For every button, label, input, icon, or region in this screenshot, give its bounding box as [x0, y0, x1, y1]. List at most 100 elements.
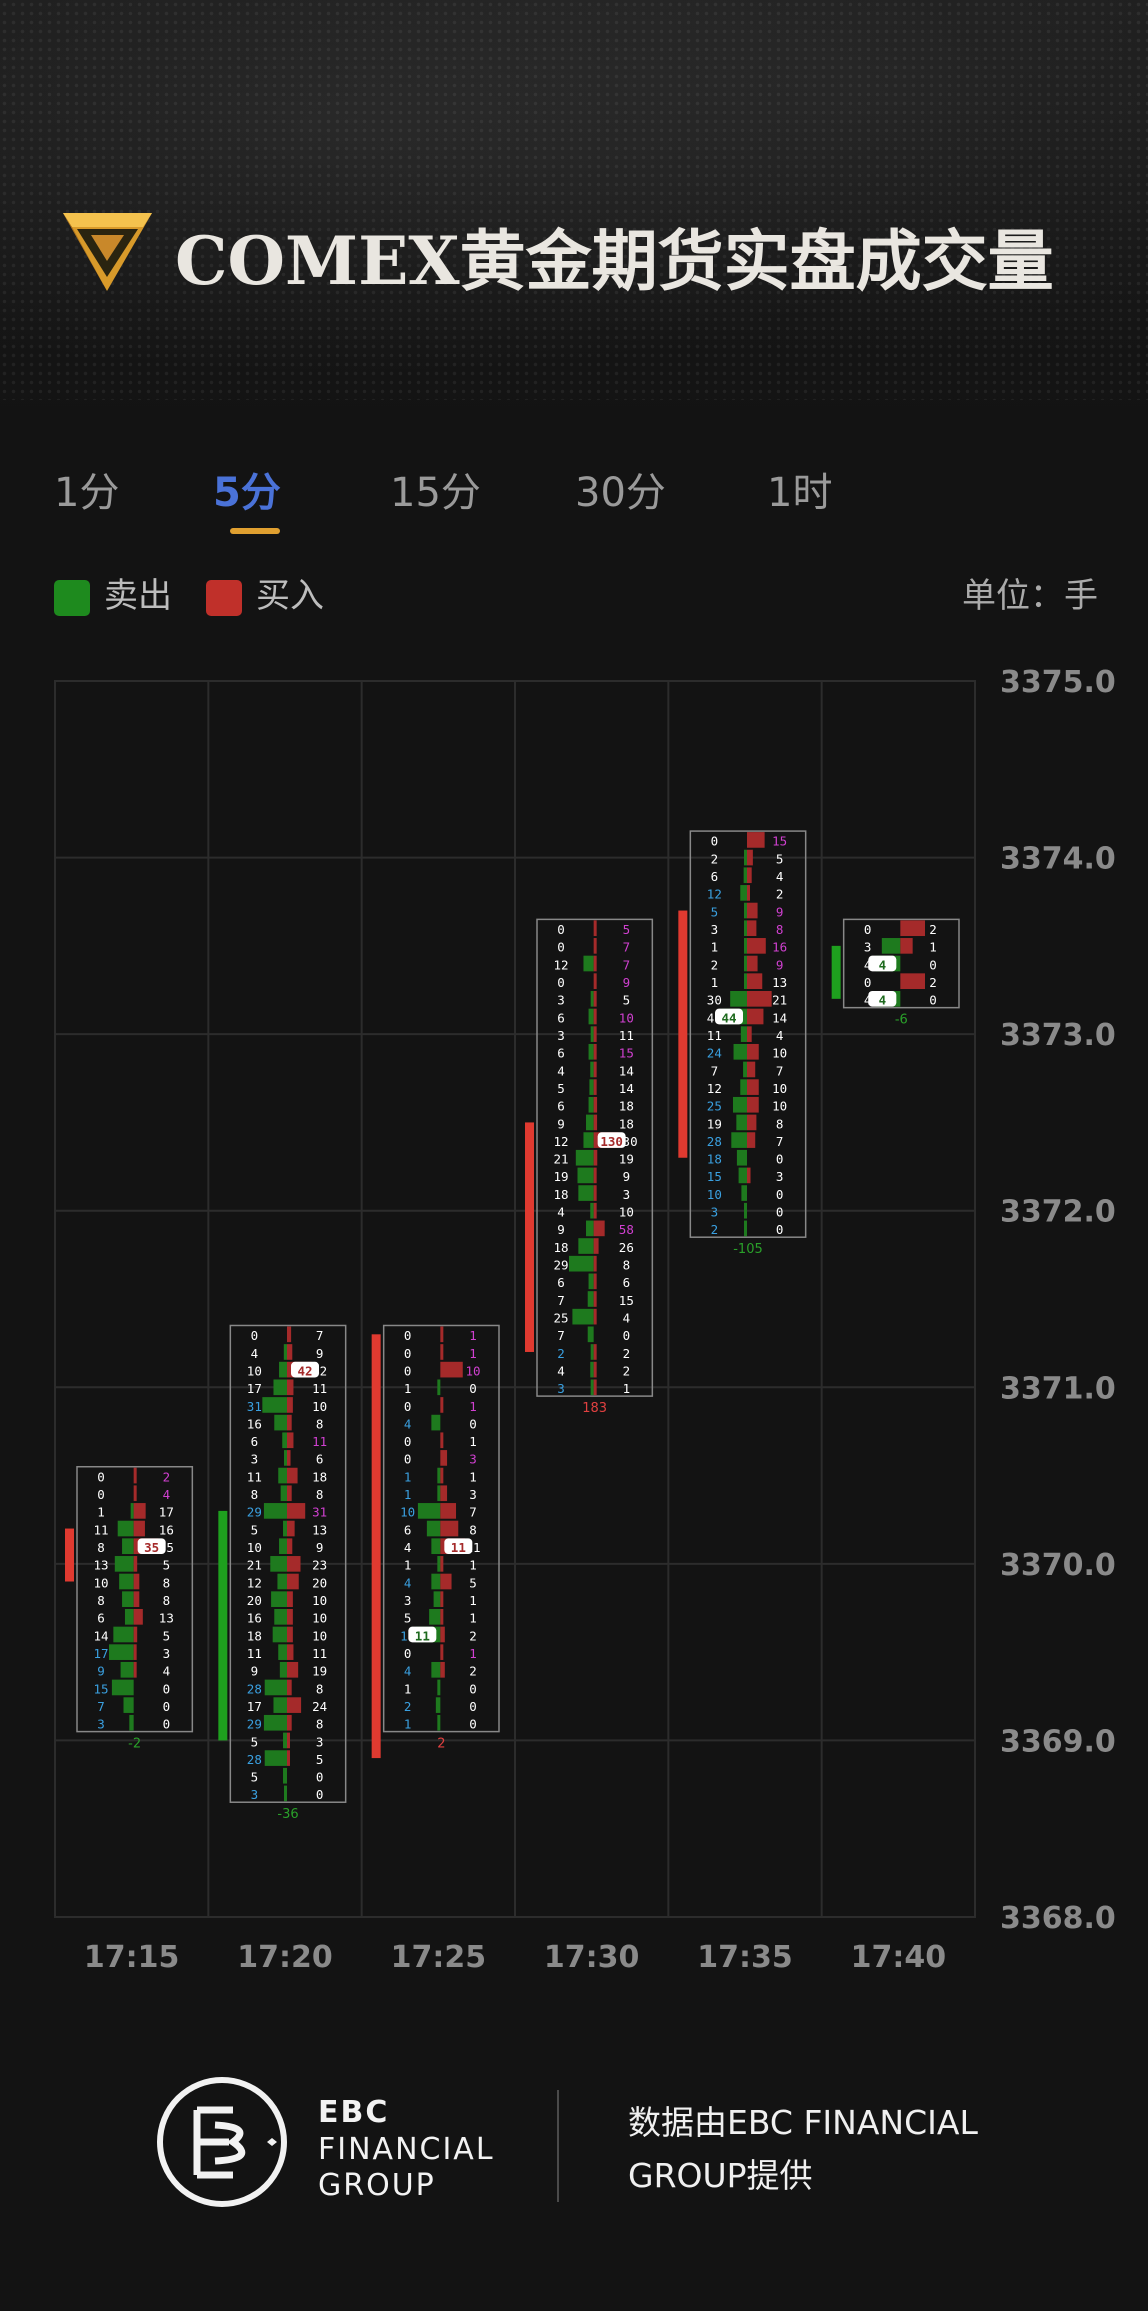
- legend-buy-label: 买入: [256, 576, 324, 616]
- sell-volume-label: 10: [400, 1505, 415, 1520]
- sell-volume-label: 2: [557, 1346, 565, 1361]
- buy-volume-label: 18: [619, 1099, 634, 1114]
- sell-volume-bar: [578, 1185, 594, 1201]
- sell-volume-label: 28: [247, 1681, 262, 1696]
- buy-volume-bar: [440, 1520, 459, 1537]
- buy-volume-bar: [133, 1467, 137, 1484]
- buy-volume-bar: [440, 1573, 452, 1590]
- buy-volume-label: 0: [776, 1205, 784, 1220]
- buy-volume-label: 10: [465, 1363, 480, 1378]
- sell-volume-bar: [736, 1149, 747, 1166]
- footprint-chart: 3375.03374.03373.03372.03371.03370.03369…: [54, 665, 1116, 1975]
- tab-15min[interactable]: 15分: [390, 470, 481, 516]
- sell-volume-label: 1: [404, 1469, 412, 1484]
- sell-volume-label: 9: [557, 1116, 565, 1131]
- buy-volume-bar: [593, 1344, 597, 1360]
- legend-sell: 卖出: [54, 568, 172, 616]
- buy-volume-bar: [593, 1167, 597, 1184]
- buy-volume-label: 0: [469, 1416, 477, 1431]
- buy-volume-label: 13: [159, 1611, 174, 1626]
- buy-volume-label: 14: [619, 1081, 634, 1096]
- buy-volume-bar: [440, 1344, 444, 1360]
- sell-volume-bar: [278, 1467, 287, 1484]
- footprint-box: [382, 1324, 500, 1733]
- sell-volume-label: 6: [251, 1434, 259, 1449]
- max-volume-marker: [715, 1008, 743, 1025]
- sell-volume-label: 11: [93, 1522, 108, 1537]
- sell-volume-label: 0: [97, 1487, 105, 1502]
- sell-volume-bar: [426, 1520, 441, 1537]
- sell-volume-bar: [124, 1609, 134, 1625]
- sell-volume-bar: [587, 1326, 594, 1343]
- sell-volume-label: 4: [864, 993, 872, 1008]
- sell-volume-bar: [129, 1714, 134, 1731]
- buy-volume-bar: [440, 1626, 445, 1643]
- sell-volume-bar: [433, 1591, 441, 1607]
- buy-volume-bar: [747, 885, 750, 901]
- sell-volume-label: 0: [404, 1328, 412, 1343]
- y-tick-label: 3371.0: [1000, 1371, 1116, 1406]
- world-map-dot-pattern: [0, 0, 1148, 400]
- sell-volume-bar: [743, 867, 747, 884]
- footprint-box: [536, 918, 654, 1397]
- buy-volume-label: 16: [159, 1522, 174, 1537]
- buy-volume-label: 0: [929, 957, 937, 972]
- tab-30min[interactable]: 30分: [575, 470, 666, 516]
- buy-volume-label: 9: [623, 1169, 631, 1184]
- sell-volume-label: 7: [557, 1293, 565, 1308]
- buy-volume-bar: [593, 1026, 597, 1042]
- sell-volume-label: 0: [557, 940, 565, 955]
- sell-volume-label: 0: [251, 1328, 259, 1343]
- buy-volume-label: 7: [316, 1328, 324, 1343]
- sell-volume-label: 3: [97, 1717, 105, 1732]
- buy-volume-label: 10: [312, 1399, 327, 1414]
- credit-line-2: GROUP提供: [628, 2156, 813, 2195]
- sell-volume-label: 14: [93, 1628, 108, 1643]
- sell-volume-bar: [417, 1503, 441, 1519]
- sell-volume-bar: [577, 1167, 594, 1184]
- sell-volume-label: 8: [97, 1540, 105, 1555]
- buy-volume-label: 1: [469, 1399, 477, 1414]
- sell-volume-label: 9: [97, 1664, 105, 1679]
- sell-volume-label: 17: [93, 1646, 108, 1661]
- buy-volume-label: 5: [163, 1628, 171, 1643]
- tab-1min[interactable]: 1分: [54, 470, 120, 516]
- buy-volume-bar: [287, 1609, 293, 1625]
- buy-volume-bar: [287, 1344, 293, 1360]
- buy-volume-label: 1: [469, 1434, 477, 1449]
- y-tick-label: 3369.0: [1000, 1724, 1116, 1759]
- buy-volume-bar: [747, 867, 752, 884]
- brand-line-2: FINANCIAL: [318, 2132, 495, 2167]
- buy-volume-bar: [747, 938, 766, 954]
- sell-volume-bar: [590, 1026, 594, 1042]
- sell-volume-bar: [730, 991, 747, 1007]
- buy-volume-bar: [287, 1679, 292, 1696]
- sell-volume-label: 6: [711, 869, 719, 884]
- brand-line-3: GROUP: [318, 2168, 436, 2203]
- sell-volume-label: 6: [557, 1099, 565, 1114]
- buy-volume-bar: [747, 1167, 751, 1184]
- sell-volume-bar: [744, 902, 747, 919]
- sell-volume-bar: [431, 1538, 441, 1555]
- buy-volume-bar: [747, 920, 757, 937]
- buy-volume-bar: [747, 1132, 756, 1148]
- sell-volume-bar: [744, 849, 747, 866]
- buy-volume-label: 0: [776, 1222, 784, 1237]
- sell-volume-label: 9: [557, 1222, 565, 1237]
- sell-volume-bar: [437, 1467, 441, 1484]
- buy-volume-label: 7: [623, 940, 631, 955]
- buy-volume-label: 11: [312, 1381, 327, 1396]
- buy-volume-bar: [440, 1450, 448, 1466]
- buy-volume-bar: [133, 1503, 146, 1519]
- sell-volume-label: 2: [711, 957, 719, 972]
- footprint-box: [689, 830, 807, 1238]
- footer-divider: [557, 2090, 559, 2202]
- sell-volume-bar: [122, 1591, 134, 1607]
- credit-line-1: 数据由EBC FINANCIAL: [628, 2103, 978, 2142]
- tab-5min[interactable]: 5分: [213, 470, 281, 516]
- sell-volume-bar: [740, 1026, 747, 1042]
- tab-1hour[interactable]: 1时: [767, 470, 833, 516]
- buy-volume-bar: [287, 1414, 292, 1431]
- buy-volume-bar: [747, 955, 758, 972]
- buy-volume-label: 8: [163, 1575, 171, 1590]
